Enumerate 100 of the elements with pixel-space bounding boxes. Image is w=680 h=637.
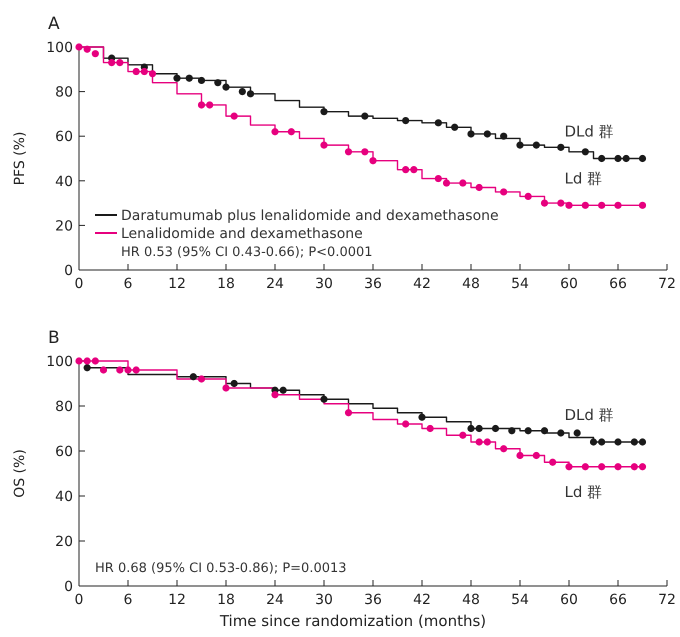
point bbox=[186, 74, 193, 82]
point bbox=[320, 396, 328, 403]
y-tick-label: 60 bbox=[55, 129, 73, 146]
point bbox=[198, 76, 206, 84]
point bbox=[598, 463, 606, 470]
point bbox=[524, 192, 532, 200]
point bbox=[108, 59, 116, 66]
point bbox=[100, 366, 108, 374]
point bbox=[361, 148, 368, 156]
x-tick-label: 42 bbox=[413, 592, 431, 608]
point bbox=[467, 424, 475, 432]
point bbox=[280, 386, 287, 394]
point bbox=[92, 357, 99, 365]
point bbox=[638, 202, 646, 209]
point bbox=[630, 463, 638, 470]
point bbox=[246, 90, 254, 98]
x-tick-label: 0 bbox=[74, 592, 84, 608]
point bbox=[638, 154, 646, 162]
x-tick-label: 66 bbox=[609, 276, 627, 292]
x-tick-label: 36 bbox=[364, 592, 382, 608]
legend-label: Daratumumab plus lenalidomide and dexamethasone bbox=[121, 208, 499, 224]
point bbox=[508, 427, 516, 434]
point bbox=[84, 357, 91, 365]
point bbox=[484, 438, 491, 446]
point bbox=[598, 438, 606, 446]
point bbox=[75, 357, 83, 365]
point bbox=[524, 427, 532, 434]
x-tick-label: 54 bbox=[511, 592, 529, 608]
point bbox=[190, 373, 197, 380]
point bbox=[344, 148, 352, 156]
point bbox=[459, 432, 466, 439]
point bbox=[320, 108, 328, 116]
point bbox=[148, 70, 156, 78]
x-tick-label: 60 bbox=[560, 276, 578, 292]
x-tick-label: 66 bbox=[609, 592, 627, 608]
annotation: Ld 群 bbox=[564, 482, 602, 501]
point bbox=[574, 429, 581, 437]
point bbox=[516, 452, 524, 460]
x-tick-label: 0 bbox=[74, 276, 84, 292]
point bbox=[116, 59, 124, 66]
annotation: Ld 群 bbox=[564, 169, 602, 188]
y-tick-label: 40 bbox=[55, 489, 73, 505]
chart-title: A bbox=[48, 14, 60, 34]
point bbox=[140, 68, 148, 76]
x-tick-label: 54 bbox=[511, 276, 529, 292]
point bbox=[402, 420, 410, 428]
point bbox=[442, 179, 450, 187]
y-tick-label: 80 bbox=[55, 84, 73, 101]
annotation: DLd 群 bbox=[564, 406, 614, 424]
y-axis-title: OS (%) bbox=[12, 449, 28, 498]
point bbox=[271, 391, 279, 398]
x-tick-label: 72 bbox=[658, 592, 676, 608]
point bbox=[132, 68, 140, 76]
point bbox=[540, 427, 548, 434]
x-tick-label: 12 bbox=[168, 276, 186, 292]
point bbox=[132, 366, 140, 374]
y-tick-label: 0 bbox=[64, 579, 73, 595]
annotation: DLd 群 bbox=[564, 122, 614, 141]
y-tick-label: 100 bbox=[46, 354, 73, 370]
point bbox=[206, 101, 214, 109]
point bbox=[557, 429, 564, 437]
y-axis-title: PFS (%) bbox=[12, 132, 28, 186]
point bbox=[230, 380, 238, 388]
point bbox=[565, 202, 573, 209]
x-tick-label: 24 bbox=[266, 592, 284, 608]
point bbox=[84, 364, 91, 372]
point bbox=[492, 424, 500, 432]
y-tick-label: 60 bbox=[55, 444, 73, 460]
x-tick-label: 6 bbox=[124, 592, 133, 608]
point bbox=[92, 50, 99, 58]
point bbox=[426, 424, 434, 432]
point bbox=[549, 458, 556, 466]
y-tick-label: 20 bbox=[55, 218, 73, 234]
point bbox=[222, 384, 230, 392]
point bbox=[320, 142, 328, 149]
x-tick-label: 42 bbox=[413, 276, 431, 292]
annotation: HR 0.68 (95% CI 0.53-0.86); P=0.0013 bbox=[95, 561, 347, 576]
point bbox=[516, 142, 524, 149]
point bbox=[361, 112, 368, 120]
point bbox=[369, 157, 377, 164]
point bbox=[451, 124, 458, 131]
chart-title: B bbox=[48, 328, 60, 348]
point bbox=[410, 166, 418, 174]
point bbox=[614, 154, 622, 162]
point bbox=[565, 463, 573, 470]
y-tick-label: 100 bbox=[46, 40, 73, 56]
x-tick-label: 72 bbox=[658, 276, 676, 292]
point bbox=[638, 438, 646, 446]
point bbox=[484, 130, 491, 138]
y-tick-label: 80 bbox=[55, 399, 73, 415]
point bbox=[532, 452, 540, 460]
point bbox=[467, 130, 475, 138]
point bbox=[476, 184, 483, 192]
x-tick-label: 18 bbox=[217, 276, 235, 292]
y-tick-label: 20 bbox=[55, 534, 73, 550]
point bbox=[402, 166, 410, 174]
x-tick-label: 48 bbox=[462, 276, 480, 292]
x-tick-label: 60 bbox=[560, 592, 578, 608]
point bbox=[222, 84, 230, 91]
point bbox=[344, 409, 352, 416]
